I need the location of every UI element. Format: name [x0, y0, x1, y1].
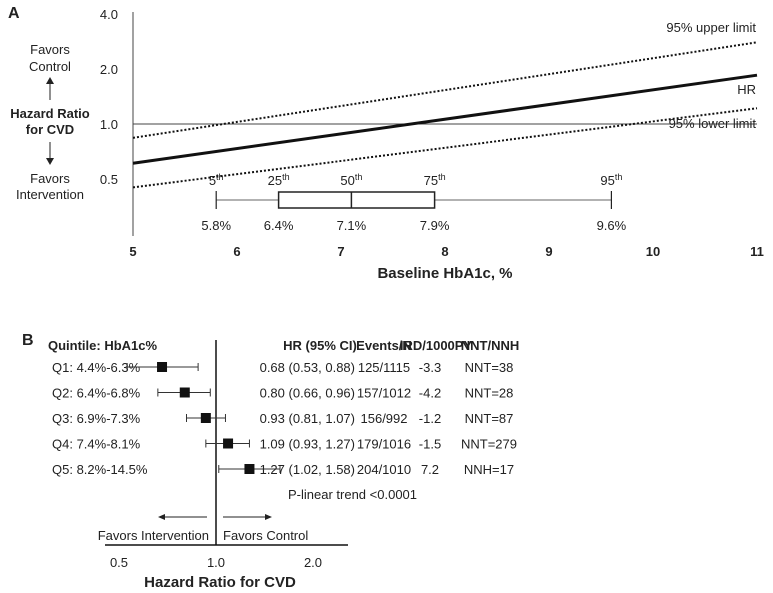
y-tick-label: 0.5 — [100, 172, 118, 187]
ird-text: -1.2 — [419, 411, 441, 426]
header-quintile: Quintile: HbA1c% — [48, 338, 158, 353]
percentile-label: 50th — [340, 172, 362, 188]
events-text: 179/1016 — [357, 437, 411, 452]
percentile-value: 6.4% — [264, 218, 294, 233]
hr-ci-text: 1.09 (0.93, 1.27) — [260, 437, 355, 452]
favors-control-line1: Favors — [30, 42, 70, 57]
events-text: 125/1115 — [358, 360, 410, 375]
percentile-suffix: th — [216, 172, 224, 182]
row-label: Q5: 8.2%-14.5% — [52, 462, 148, 477]
ird-text: 7.2 — [421, 462, 439, 477]
hr-point — [179, 387, 190, 398]
boxplot-box — [277, 191, 436, 209]
row-label: Q3: 6.9%-7.3% — [52, 411, 141, 426]
favors-control-b: Favors Control — [223, 528, 308, 543]
hr-ci-text: 0.80 (0.66, 0.96) — [260, 386, 355, 401]
percentile-label: 5th — [209, 172, 224, 188]
percentile-label: 75th — [424, 172, 446, 188]
x-axis-label-b: Hazard Ratio for CVD — [144, 574, 296, 591]
arrow-up-head — [46, 77, 54, 84]
x-tick-label: 1.0 — [207, 555, 225, 570]
p-trend: P-linear trend <0.0001 — [288, 487, 417, 502]
header-events: Events/N — [356, 338, 412, 353]
arrow-right-head — [265, 514, 272, 520]
favors-intervention-line1: Favors — [30, 171, 70, 186]
hr-ci-text: 0.68 (0.53, 0.88) — [260, 360, 355, 375]
series-label: HR — [737, 82, 756, 97]
hr-point — [244, 464, 255, 474]
arrow-left-head — [158, 514, 165, 520]
y-axis-label-line1: Hazard Ratio — [10, 106, 90, 121]
header-hr: HR (95% CI) — [283, 338, 357, 353]
x-tick-label: 9 — [545, 244, 552, 259]
x-tick-label: 8 — [441, 244, 448, 259]
series-label: 95% upper limit — [666, 20, 756, 35]
percentile-suffix: th — [438, 172, 446, 182]
panel-a: 4.0 2.0 1.0 0.5 5 6 7 8 9 10 11 95% upper limit HR 95… — [100, 7, 764, 259]
percentile-value: 7.1% — [337, 218, 367, 233]
panel-a-label: A — [8, 5, 20, 22]
percentile-label: 25th — [268, 172, 290, 188]
events-text: 204/1010 — [357, 462, 411, 477]
percentile-number: 5 — [209, 173, 216, 188]
percentile-number: 75 — [424, 173, 438, 188]
favors-control-line2: Control — [29, 59, 71, 74]
x-tick-label: 6 — [233, 244, 240, 259]
row-label: Q1: 4.4%-6.3% — [52, 360, 141, 375]
percentile-value: 7.9% — [420, 218, 450, 233]
header-ird: IRD/1000PY — [400, 338, 473, 353]
ird-text: -1.5 — [419, 437, 441, 452]
series-line-hr — [132, 73, 758, 165]
series-label: 95% lower limit — [669, 116, 757, 131]
x-tick-label: 0.5 — [110, 555, 128, 570]
nnt-text: NNT=279 — [461, 437, 517, 452]
percentile-suffix: th — [615, 172, 623, 182]
x-tick-label: 10 — [646, 244, 660, 259]
x-tick-label: 2.0 — [304, 555, 322, 570]
events-text: 156/992 — [361, 411, 408, 426]
y-axis-label-line2: for CVD — [26, 122, 74, 137]
hr-ci-text: 1.27 (1.02, 1.58) — [260, 462, 355, 477]
percentile-suffix: th — [355, 172, 363, 182]
percentile-number: 50 — [340, 173, 354, 188]
percentile-value: 9.6% — [597, 218, 627, 233]
y-tick-label: 4.0 — [100, 7, 118, 22]
row-label: Q4: 7.4%-8.1% — [52, 437, 141, 452]
hr-point — [157, 362, 168, 372]
row-label: Q2: 6.4%-6.8% — [52, 386, 141, 401]
favors-intervention-line2: Intervention — [16, 187, 84, 202]
percentile-value: 5.8% — [201, 218, 231, 233]
nnt-text: NNT=28 — [465, 386, 514, 401]
percentile-suffix: th — [282, 172, 290, 182]
nnt-text: NNT=38 — [465, 360, 514, 375]
x-tick-label: 5 — [129, 244, 136, 259]
percentile-label: 95th — [600, 172, 622, 188]
series-line-95-upper-limit — [132, 41, 758, 139]
ird-text: -3.3 — [419, 360, 441, 375]
series-line-95-lower-limit — [132, 107, 758, 189]
percentile-number: 25 — [268, 173, 282, 188]
nnt-text: NNH=17 — [464, 462, 514, 477]
y-tick-label: 1.0 — [100, 117, 118, 132]
panel-b: 0.5 1.0 2.0Q1: 4.4%-6.3% 0.68 (0.53, 0.88) 1… — [52, 340, 517, 570]
percentile-number: 95 — [600, 173, 614, 188]
x-axis-label-a: Baseline HbA1c, % — [377, 265, 512, 282]
nnt-text: NNT=87 — [465, 411, 514, 426]
ird-text: -4.2 — [419, 386, 441, 401]
events-text: 157/1012 — [357, 386, 411, 401]
hr-point — [223, 438, 234, 449]
header-nnt: NNT/NNH — [461, 338, 520, 353]
x-tick-label: 11 — [750, 244, 764, 259]
favors-intervention-b: Favors Intervention — [98, 528, 209, 543]
hr-point — [200, 413, 211, 423]
arrow-down-head — [46, 158, 54, 165]
panel-b-label: B — [22, 332, 34, 349]
hr-ci-text: 0.93 (0.81, 1.07) — [260, 411, 355, 426]
x-tick-label: 7 — [337, 244, 344, 259]
y-tick-label: 2.0 — [100, 62, 118, 77]
